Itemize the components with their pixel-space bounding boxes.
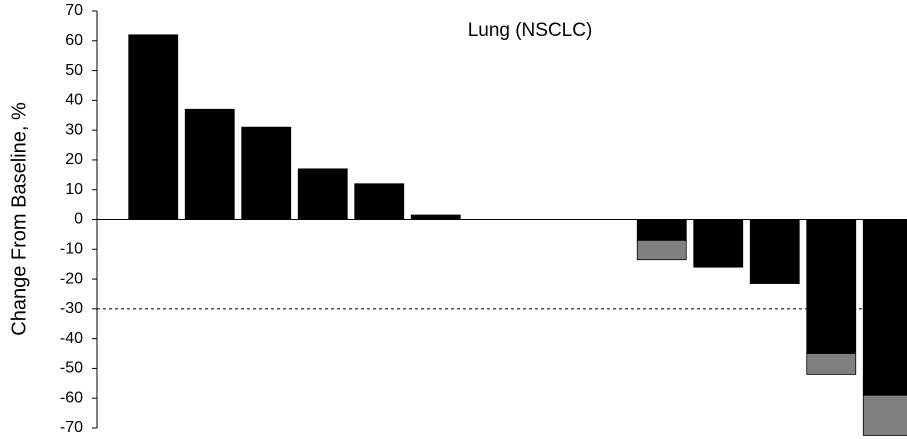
bar [241,126,292,220]
bar [297,168,348,220]
y-tick-label: -20 [60,270,83,287]
bar [636,239,687,261]
bar [354,183,405,220]
y-tick-label: 50 [65,62,83,79]
y-tick-label: 10 [65,181,83,198]
bar [693,219,744,268]
y-tick-label: -70 [60,419,83,436]
bar [128,34,179,220]
y-tick-label: 0 [74,211,83,228]
y-tick-label: 40 [65,92,83,109]
bar [636,219,687,241]
y-tick-label: 20 [65,151,83,168]
y-tick-label: -40 [60,330,83,347]
y-tick-label: 30 [65,121,83,138]
bar [184,108,235,220]
y-tick-label: -50 [60,360,83,377]
bar [806,353,857,375]
bar [806,219,857,354]
chart-title: Lung (NSCLC) [468,20,593,41]
bar [862,394,907,436]
y-tick-label: -60 [60,389,83,406]
y-tick-label: -10 [60,241,83,258]
y-tick-label: 60 [65,32,83,49]
bar [749,219,800,284]
y-axis-label: Change From Baseline, % [8,102,30,336]
y-tick-label: 70 [65,2,83,19]
y-tick-label: -30 [60,300,83,317]
bar [410,214,461,220]
bar [862,219,907,396]
